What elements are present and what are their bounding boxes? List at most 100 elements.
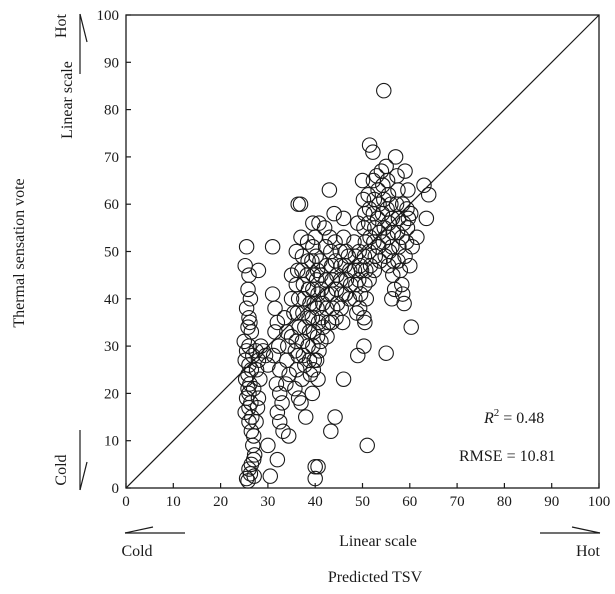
x-hot-label: Hot [576,543,601,560]
data-point [264,239,281,255]
x-axis-title-text: Predicted TSV [328,569,423,586]
y-tick-label: 90 [104,55,119,71]
x-hot-indicator: Hot [540,526,601,560]
data-point [252,371,268,387]
y-hot-label: Hot [53,13,70,38]
data-point [257,347,274,364]
r-squared-symbol: R [483,410,494,427]
y-tick-label: 40 [104,292,119,308]
data-point [311,343,327,359]
data-point [242,291,259,307]
data-point [241,414,257,430]
data-point [264,286,281,302]
data-point [246,447,263,463]
data-point [293,229,309,246]
data-point [305,361,322,378]
data-point [327,234,343,250]
data-point [335,210,352,227]
x-tick-label: 70 [450,494,465,510]
y-hot-indicator: Hot [53,13,88,74]
data-point [394,286,411,302]
x-cold-arrow-stroke [124,526,154,534]
y-scale-label: Linear scale [59,61,76,139]
data-point [299,234,316,250]
data-point [245,380,262,397]
data-point [267,324,283,340]
data-point [271,414,288,430]
data-point [361,272,377,288]
data-point [394,276,410,293]
data-point [275,423,291,439]
data-point [242,466,259,482]
data-point [394,196,411,212]
data-point [262,468,279,484]
data-point [376,82,392,99]
data-point [358,291,375,307]
stats-annotation: R2 = 0.48 RMSE = 10.81 [459,407,556,465]
data-point [286,305,302,321]
data-point [310,371,326,387]
data-point [341,291,358,307]
data-point [316,220,333,236]
data-point [294,371,310,387]
data-point [269,404,286,421]
data-point [319,328,335,345]
data-point [313,333,329,350]
data-point [387,149,404,165]
data-point [400,182,416,198]
y-axis-title: Thermal sensation vote [11,178,28,327]
data-point [403,319,419,335]
data-point [357,314,373,331]
data-point [304,385,321,402]
data-point [241,267,257,283]
data-point [319,286,336,302]
data-point [302,366,319,383]
x-tick-label: 80 [497,494,512,510]
data-point [326,205,342,222]
data-point [380,257,397,274]
data-point [238,239,255,255]
data-point [327,409,343,425]
data-point [280,428,297,444]
data-point [323,423,339,439]
data-point [334,314,351,331]
data-point [366,262,383,279]
data-point [267,300,283,317]
data-point [250,390,267,406]
x-tick-label: 30 [260,494,275,510]
data-point [372,253,388,269]
y-cold-arrow-stroke [79,461,88,491]
data-point [311,215,327,231]
data-point [283,267,300,283]
data-point [287,380,303,397]
data-point [271,385,288,402]
data-point [248,414,264,430]
data-point [248,343,264,359]
y-cold-label: Cold [53,454,70,485]
x-axis-title: Predicted TSV [328,569,423,586]
y-tick-label: 100 [97,8,120,24]
data-point [396,295,412,312]
data-point [416,177,432,194]
x-tick-label: 40 [308,494,323,510]
data-point [241,399,257,416]
data-point [389,168,405,184]
rmse-label: RMSE = 10.81 [459,448,556,465]
data-point [240,281,256,298]
data-point [307,470,323,487]
data-point [321,182,338,198]
y-tick-label: 30 [104,339,119,355]
data-point [310,458,326,475]
data-point [337,286,354,302]
data-point [324,314,340,331]
data-point [354,172,371,189]
data-point [357,276,373,293]
data-point [359,437,375,454]
y-tick-label: 60 [104,197,119,213]
x-tick-label: 20 [213,494,228,510]
x-cold-indicator: Cold [121,526,185,560]
data-point [397,163,413,179]
y-hot-arrow-stroke [79,13,88,43]
data-point [317,239,334,255]
